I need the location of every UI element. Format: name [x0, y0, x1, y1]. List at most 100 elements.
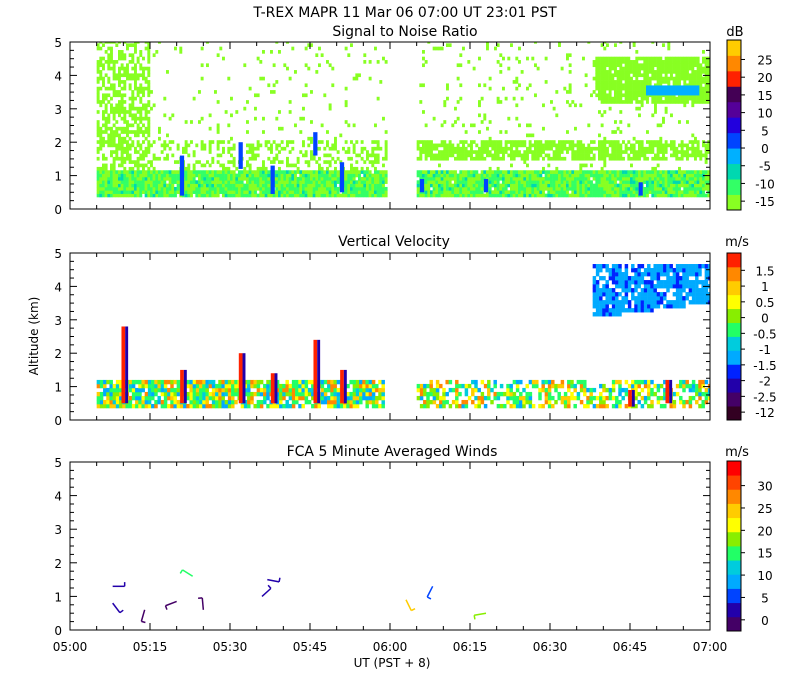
snr-echo-cell	[382, 190, 385, 194]
snr-echo-cell	[184, 180, 188, 184]
snr-echo-cell	[259, 143, 263, 148]
snr-echo-cell	[579, 193, 583, 198]
vv-upper-cell	[608, 296, 613, 301]
vv-echo-cell	[362, 383, 366, 389]
snr-echo-cell	[627, 146, 631, 151]
snr-echo-cell	[307, 190, 311, 194]
snr-echo-cell	[600, 123, 604, 128]
snr-echo-cell	[608, 193, 612, 198]
snr-echo-cell	[664, 146, 668, 151]
y-tick-label: 0	[54, 203, 62, 217]
snr-echo-cell	[622, 86, 625, 91]
snr-echo-cell	[608, 180, 612, 184]
snr-echo-cell	[123, 106, 127, 111]
snr-echo-cell	[443, 190, 447, 194]
snr-echo-cell	[659, 150, 663, 154]
vv-echo-cell	[682, 403, 686, 409]
snr-echo-cell	[254, 190, 257, 194]
vv-echo-cell	[103, 391, 107, 397]
snr-echo-cell	[595, 93, 599, 98]
snr-echo-cell	[150, 176, 153, 181]
vv-echo-cell	[429, 383, 433, 389]
snr-echo-cell	[643, 190, 647, 194]
snr-echo-cell	[704, 86, 708, 91]
snr-echo-cell	[267, 146, 271, 151]
vv-echo-cell	[375, 403, 379, 409]
snr-echo-cell	[606, 170, 609, 174]
snr-echo-cell	[147, 123, 151, 128]
snr-echo-cell	[112, 73, 116, 78]
snr-echo-cell	[187, 153, 191, 158]
snr-echo-cell	[147, 180, 151, 184]
snr-echo-cell	[704, 66, 708, 71]
snr-echo-cell	[459, 183, 463, 188]
vv-echo-cell	[512, 379, 517, 385]
vv-echo-cell	[195, 379, 200, 385]
vv-echo-cell	[250, 395, 254, 401]
snr-echo-cell	[662, 190, 665, 194]
snr-echo-cell	[310, 190, 313, 194]
snr-echo-cell	[518, 153, 521, 158]
snr-echo-cell	[251, 176, 255, 181]
snr-echo-cell	[624, 76, 628, 81]
vv-echo-cell	[352, 391, 357, 397]
snr-echo-cell	[462, 176, 465, 181]
snr-echo-cell	[344, 183, 348, 188]
snr-echo-cell	[115, 103, 119, 108]
vv-echo-cell	[314, 403, 318, 409]
snr-echo-cell	[627, 60, 631, 64]
snr-echo-cell	[262, 163, 265, 168]
snr-echo-cell	[675, 156, 679, 161]
vv-echo-cell	[154, 387, 158, 393]
snr-echo-cell	[243, 166, 247, 171]
snr-echo-cell	[352, 173, 356, 178]
snr-echo-cell	[640, 80, 644, 84]
snr-echo-cell	[654, 140, 657, 144]
snr-echo-cell	[579, 183, 583, 188]
snr-echo-cell	[576, 186, 580, 191]
vv-echo-cell	[503, 391, 507, 397]
vv-echo-cell	[349, 395, 353, 401]
snr-echo-cell	[571, 193, 575, 198]
vv-echo-cell	[547, 391, 552, 397]
snr-echo-cell	[192, 170, 196, 174]
snr-echo-cell	[531, 56, 535, 61]
snr-echo-cell	[256, 170, 260, 174]
snr-echo-cell	[235, 186, 239, 191]
snr-echo-cell	[534, 146, 537, 151]
snr-echo-cell	[638, 100, 641, 104]
snr-echo-cell	[366, 150, 369, 154]
snr-echo-cell	[662, 176, 665, 181]
vv-echo-cell	[173, 379, 177, 385]
snr-echo-cell	[523, 183, 527, 188]
snr-echo-cell	[368, 186, 372, 191]
vv-echo-cell	[535, 379, 539, 385]
snr-echo-cell	[363, 176, 367, 181]
snr-echo-cell	[419, 156, 423, 161]
vv-echo-cell	[115, 391, 120, 397]
snr-echo-cell	[462, 190, 465, 194]
snr-echo-cell	[608, 66, 612, 71]
snr-echo-cell	[651, 173, 655, 178]
snr-echo-cell	[627, 86, 631, 91]
snr-echo-cell	[651, 176, 655, 181]
snr-echo-cell	[670, 153, 673, 158]
snr-echo-cell	[688, 140, 692, 144]
vv-echo-cell	[333, 387, 337, 393]
snr-echo-cell	[670, 190, 673, 194]
vv-echo-cell	[285, 403, 289, 409]
vv-echo-cell	[99, 399, 104, 405]
snr-echo-cell	[422, 193, 425, 198]
snr-echo-cell	[470, 143, 473, 148]
snr-echo-cell	[512, 173, 516, 178]
snr-echo-cell	[496, 180, 500, 184]
snr-echo-cell	[515, 180, 519, 184]
snr-echo-cell	[366, 166, 369, 171]
snr-echo-cell	[632, 173, 636, 178]
vv-echo-cell	[186, 403, 190, 409]
snr-echo-cell	[115, 170, 119, 174]
snr-echo-cell	[427, 150, 431, 154]
snr-echo-cell	[504, 143, 508, 148]
snr-echo-cell	[360, 150, 364, 154]
snr-echo-cell	[320, 173, 324, 178]
